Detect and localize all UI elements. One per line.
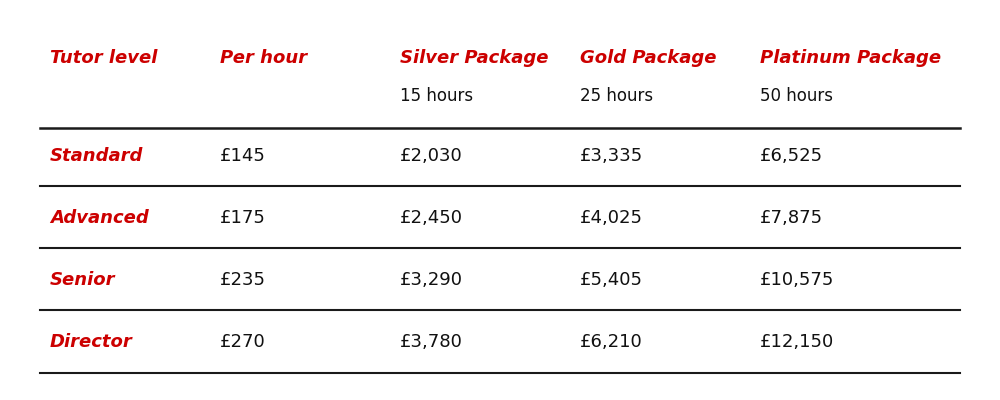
Text: Tutor level: Tutor level	[50, 49, 157, 67]
Text: £7,875: £7,875	[760, 209, 823, 227]
Text: £3,290: £3,290	[400, 271, 463, 289]
Text: Silver Package: Silver Package	[400, 49, 548, 67]
Text: £3,780: £3,780	[400, 333, 463, 351]
Text: 50 hours: 50 hours	[760, 87, 833, 105]
Text: Gold Package: Gold Package	[580, 49, 716, 67]
Text: Per hour: Per hour	[220, 49, 307, 67]
Text: 15 hours: 15 hours	[400, 87, 473, 105]
Text: £6,525: £6,525	[760, 147, 823, 165]
Text: Director: Director	[50, 333, 133, 351]
Text: Advanced: Advanced	[50, 209, 149, 227]
Text: £270: £270	[220, 333, 266, 351]
Text: £3,335: £3,335	[580, 147, 643, 165]
Text: 25 hours: 25 hours	[580, 87, 653, 105]
Text: £175: £175	[220, 209, 266, 227]
Text: £145: £145	[220, 147, 266, 165]
Text: £4,025: £4,025	[580, 209, 643, 227]
Text: £6,210: £6,210	[580, 333, 643, 351]
Text: Platinum Package: Platinum Package	[760, 49, 941, 67]
Text: Senior: Senior	[50, 271, 116, 289]
Text: £235: £235	[220, 271, 266, 289]
Text: £5,405: £5,405	[580, 271, 643, 289]
Text: Standard: Standard	[50, 147, 143, 165]
Text: £12,150: £12,150	[760, 333, 834, 351]
Text: £2,450: £2,450	[400, 209, 463, 227]
Text: £10,575: £10,575	[760, 271, 834, 289]
Text: £2,030: £2,030	[400, 147, 463, 165]
